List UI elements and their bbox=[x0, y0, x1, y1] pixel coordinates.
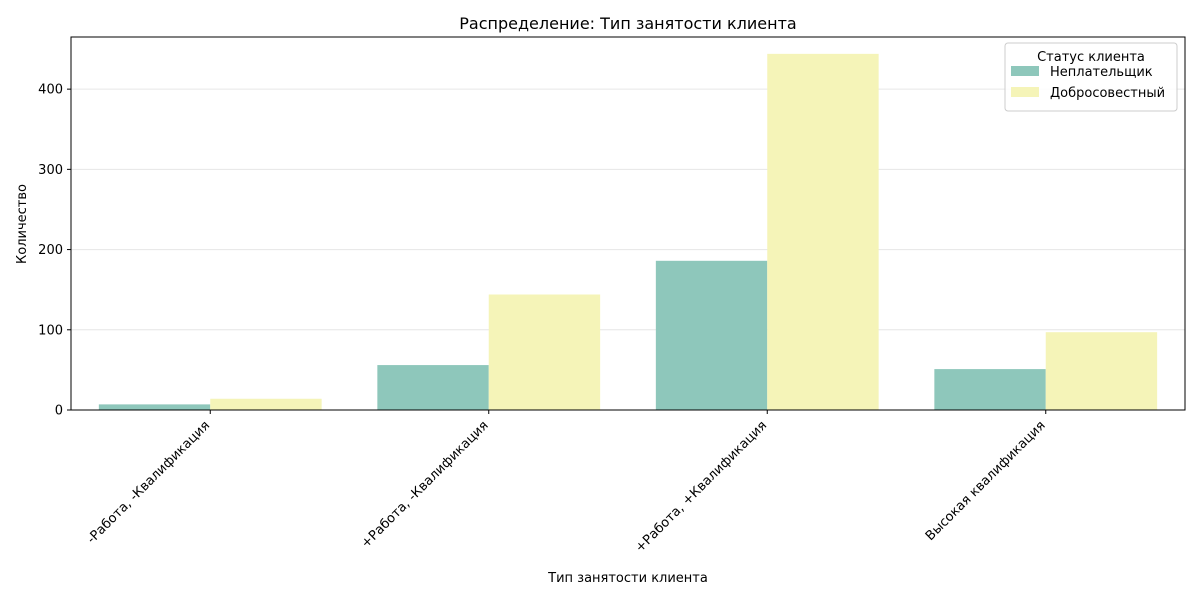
bar-defaulter bbox=[655, 260, 768, 410]
y-tick-label: 400 bbox=[38, 83, 63, 98]
plot-frame bbox=[70, 36, 1186, 411]
bars bbox=[98, 53, 1158, 411]
legend-swatch bbox=[1011, 66, 1039, 76]
bar-defaulter bbox=[98, 404, 211, 410]
x-tick-label: +Работа, +Квалификация bbox=[633, 418, 771, 556]
y-tick-label: 300 bbox=[38, 163, 63, 178]
grid bbox=[71, 88, 1185, 331]
y-axis-label: Количество bbox=[15, 184, 30, 264]
y-tick-label: 0 bbox=[55, 404, 63, 419]
legend-label: Неплательщик bbox=[1050, 65, 1153, 80]
y-tick-label: 200 bbox=[38, 243, 63, 258]
bar-defaulter bbox=[377, 365, 489, 410]
legend-label: Добросовестный bbox=[1050, 86, 1165, 101]
bar-reliable bbox=[210, 398, 322, 410]
x-tick-label: Высокая квалификация bbox=[923, 418, 1049, 544]
legend-title: Статус клиента bbox=[1037, 50, 1145, 65]
legend: Статус клиента Неплательщик Добросовестны… bbox=[1004, 42, 1178, 112]
legend-swatch bbox=[1011, 87, 1039, 97]
bar-reliable bbox=[1045, 332, 1158, 410]
bar-reliable bbox=[488, 294, 601, 410]
legend-frame bbox=[1004, 42, 1178, 112]
bar-defaulter bbox=[934, 369, 1046, 410]
chart-title: Распределение: Тип занятости клиента bbox=[459, 14, 796, 33]
x-tick-label: -Работа, -Квалификация bbox=[84, 418, 213, 547]
x-tick-label: +Работа, -Квалификация bbox=[358, 418, 491, 551]
x-axis-label: Тип занятости клиента bbox=[547, 571, 708, 586]
bar-reliable bbox=[767, 53, 879, 411]
y-tick-label: 100 bbox=[38, 323, 63, 338]
x-axis: -Работа, -Квалификация +Работа, -Квалифик… bbox=[84, 410, 1049, 556]
y-axis: 0 100 200 300 400 bbox=[38, 83, 71, 419]
